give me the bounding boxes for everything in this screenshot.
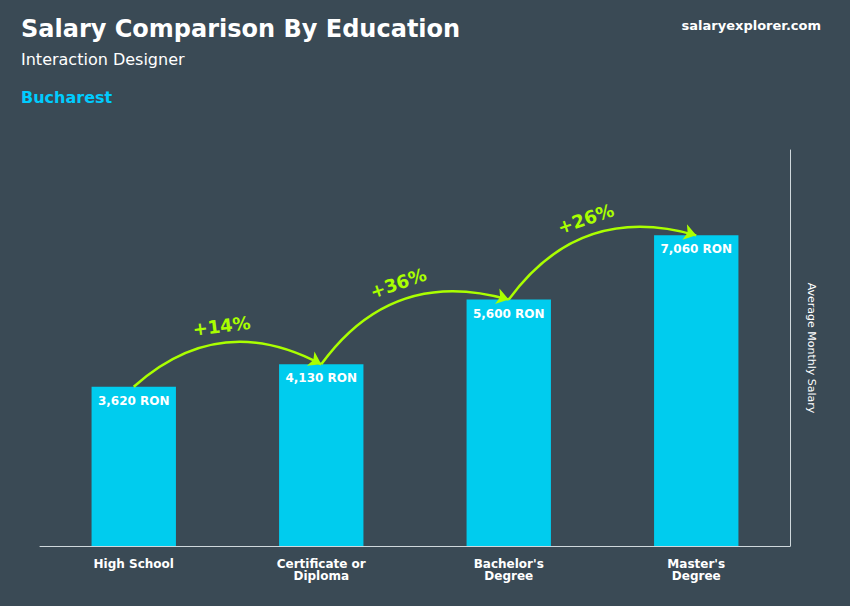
- svg-text:4,130 RON: 4,130 RON: [285, 371, 357, 385]
- svg-text:Certificate or: Certificate or: [276, 557, 366, 571]
- svg-text:Degree: Degree: [484, 569, 533, 583]
- svg-text:salaryexplorer.com: salaryexplorer.com: [682, 18, 821, 33]
- svg-text:+26%: +26%: [555, 199, 617, 238]
- svg-text:Degree: Degree: [672, 569, 721, 583]
- svg-text:Salary Comparison By Education: Salary Comparison By Education: [21, 15, 460, 43]
- svg-text:High School: High School: [94, 557, 174, 571]
- svg-text:Interaction Designer: Interaction Designer: [21, 50, 185, 69]
- svg-text:Diploma: Diploma: [293, 569, 349, 583]
- svg-text:+14%: +14%: [191, 312, 251, 340]
- svg-text:7,060 RON: 7,060 RON: [660, 242, 732, 256]
- svg-text:Bucharest: Bucharest: [21, 88, 113, 107]
- svg-text:3,620 RON: 3,620 RON: [98, 394, 170, 408]
- svg-text:5,600 RON: 5,600 RON: [473, 307, 545, 321]
- svg-text:Master's: Master's: [667, 557, 726, 571]
- svg-text:Bachelor's: Bachelor's: [473, 557, 544, 571]
- svg-text:+36%: +36%: [367, 264, 429, 303]
- svg-text:Average Monthly Salary: Average Monthly Salary: [805, 283, 818, 414]
